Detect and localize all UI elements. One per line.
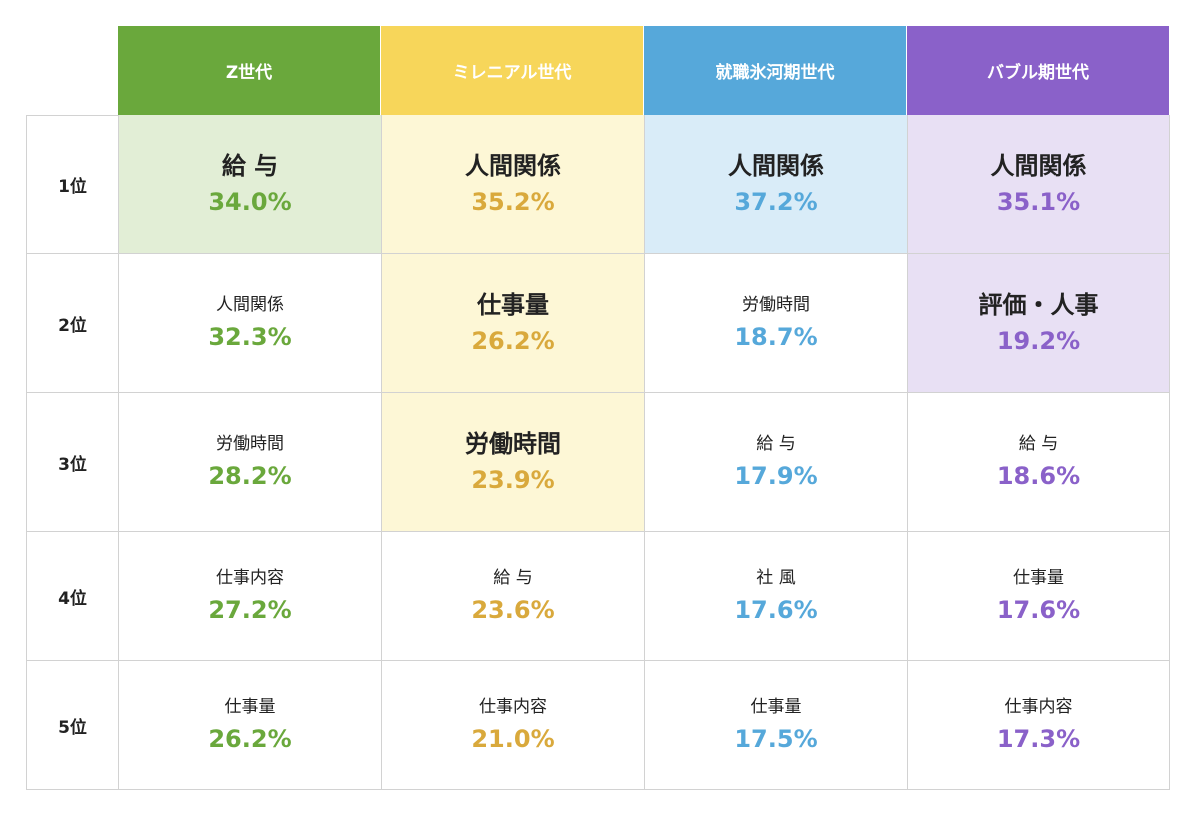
percentage-value: 19.2% (996, 327, 1081, 355)
rank-label-3: 3位 (26, 393, 118, 532)
percentage-value: 34.0% (208, 188, 292, 216)
ranking-cell: 仕事量 26.2% (381, 254, 644, 393)
reason-label: 仕事内容 (216, 568, 284, 588)
rank-label-4: 4位 (26, 532, 118, 661)
reason-label: 労働時間 (216, 434, 284, 454)
reason-label: 仕事内容 (479, 697, 547, 717)
reason-label: 労働時間 (465, 430, 561, 458)
ranking-cell: 給 与 18.6% (907, 393, 1170, 532)
ranking-cell: 仕事量 26.2% (118, 661, 381, 790)
column-header-1: Z世代 (118, 26, 381, 115)
ranking-cell: 評価・人事 19.2% (907, 254, 1170, 393)
reason-label: 社 風 (756, 568, 796, 588)
percentage-value: 17.5% (734, 725, 818, 753)
reason-label: 人間関係 (465, 152, 561, 180)
rank-label-1: 1位 (26, 115, 118, 254)
rank-column-top-border (26, 115, 118, 116)
reason-label: 人間関係 (216, 295, 284, 315)
reason-label: 給 与 (493, 568, 533, 588)
percentage-value: 18.7% (734, 323, 818, 351)
column-header-3: 就職氷河期世代 (644, 26, 907, 115)
percentage-value: 26.2% (471, 327, 555, 355)
reason-label: 給 与 (1018, 434, 1059, 454)
percentage-value: 17.6% (996, 596, 1081, 624)
reason-label: 労働時間 (742, 295, 810, 315)
reason-label: 給 与 (756, 434, 796, 454)
column-header-4: バブル期世代 (907, 26, 1170, 115)
reason-label: 人間関係 (990, 152, 1087, 180)
percentage-value: 32.3% (208, 323, 292, 351)
column-header-2: ミレニアル世代 (381, 26, 644, 115)
reason-label: 人間関係 (728, 152, 824, 180)
ranking-cell: 労働時間 18.7% (644, 254, 907, 393)
ranking-cell: 給 与 17.9% (644, 393, 907, 532)
percentage-value: 35.2% (471, 188, 555, 216)
ranking-cell: 労働時間 28.2% (118, 393, 381, 532)
ranking-cell: 仕事内容 21.0% (381, 661, 644, 790)
reason-label: 仕事量 (224, 697, 276, 717)
reason-label: 評価・人事 (978, 291, 1099, 319)
percentage-value: 27.2% (208, 596, 292, 624)
ranking-cell: 人間関係 35.2% (381, 115, 644, 254)
percentage-value: 23.9% (471, 466, 555, 494)
ranking-cell: 仕事量 17.6% (907, 532, 1170, 661)
percentage-value: 26.2% (208, 725, 292, 753)
percentage-value: 23.6% (471, 596, 555, 624)
reason-label: 仕事内容 (1004, 697, 1073, 717)
percentage-value: 18.6% (996, 462, 1081, 490)
ranking-cell: 給 与 23.6% (381, 532, 644, 661)
percentage-value: 35.1% (996, 188, 1081, 216)
generation-ranking-table: Z世代 ミレニアル世代 就職氷河期世代 バブル期世代 1位給 与 34.0% 人間関係 35.… (26, 26, 1170, 791)
percentage-value: 28.2% (208, 462, 292, 490)
reason-label: 仕事量 (1013, 568, 1064, 588)
ranking-cell: 仕事内容 17.3% (907, 661, 1170, 790)
rank-label-5: 5位 (26, 661, 118, 790)
reason-label: 給 与 (221, 152, 279, 180)
percentage-value: 37.2% (734, 188, 818, 216)
reason-label: 仕事量 (750, 697, 802, 717)
ranking-cell: 給 与 34.0% (118, 115, 381, 254)
rank-label-2: 2位 (26, 254, 118, 393)
ranking-cell: 人間関係 37.2% (644, 115, 907, 254)
ranking-cell: 仕事内容 27.2% (118, 532, 381, 661)
ranking-cell: 人間関係 32.3% (118, 254, 381, 393)
reason-label: 仕事量 (477, 291, 549, 319)
percentage-value: 17.6% (734, 596, 818, 624)
ranking-cell: 社 風 17.6% (644, 532, 907, 661)
ranking-cell: 人間関係 35.1% (907, 115, 1170, 254)
ranking-cell: 仕事量 17.5% (644, 661, 907, 790)
percentage-value: 17.3% (996, 725, 1081, 753)
ranking-cell: 労働時間 23.9% (381, 393, 644, 532)
percentage-value: 17.9% (734, 462, 818, 490)
percentage-value: 21.0% (471, 725, 555, 753)
